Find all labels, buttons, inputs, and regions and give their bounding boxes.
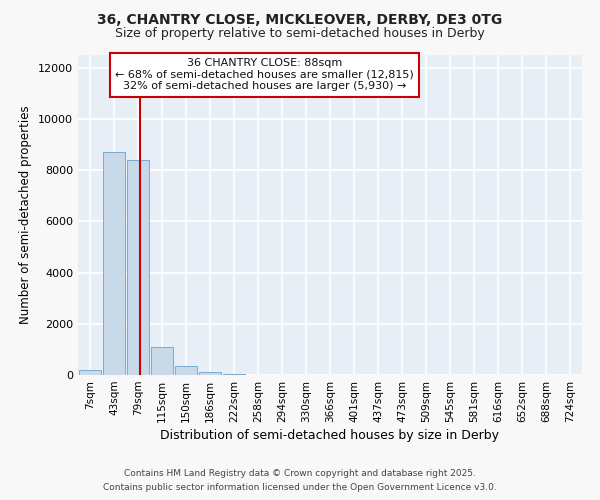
Bar [103,152,125,375]
Text: 36, CHANTRY CLOSE, MICKLEOVER, DERBY, DE3 0TG: 36, CHANTRY CLOSE, MICKLEOVER, DERBY, DE… [97,12,503,26]
Y-axis label: Number of semi-detached properties: Number of semi-detached properties [19,106,32,324]
Text: Size of property relative to semi-detached houses in Derby: Size of property relative to semi-detach… [115,28,485,40]
Text: 36 CHANTRY CLOSE: 88sqm
← 68% of semi-detached houses are smaller (12,815)
32% o: 36 CHANTRY CLOSE: 88sqm ← 68% of semi-de… [115,58,414,92]
Bar [223,374,245,375]
Bar [151,347,173,375]
Bar [199,372,221,375]
Bar [175,366,197,375]
X-axis label: Distribution of semi-detached houses by size in Derby: Distribution of semi-detached houses by … [161,429,499,442]
Text: Contains public sector information licensed under the Open Government Licence v3: Contains public sector information licen… [103,484,497,492]
Text: Contains HM Land Registry data © Crown copyright and database right 2025.: Contains HM Land Registry data © Crown c… [124,468,476,477]
Bar [79,370,101,375]
Bar [127,160,149,375]
